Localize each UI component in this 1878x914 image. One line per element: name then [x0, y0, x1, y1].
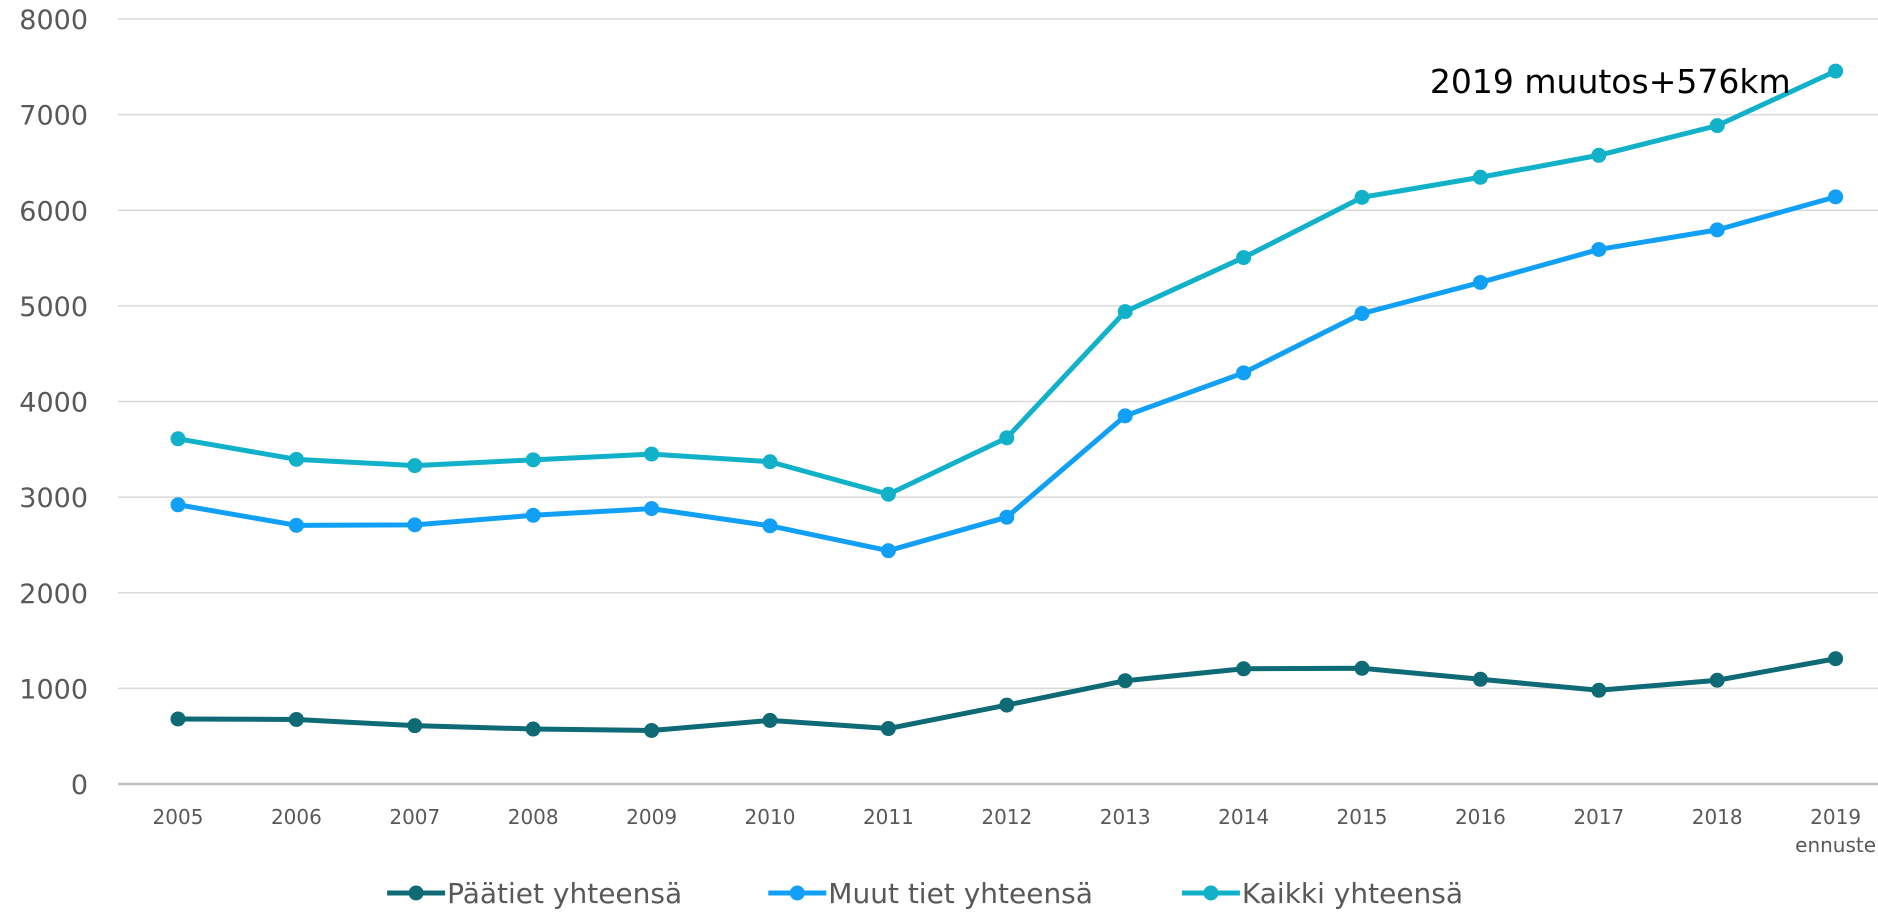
data-point	[288, 451, 304, 467]
x-tick-label: 2014	[1218, 805, 1269, 829]
data-point	[1236, 365, 1252, 381]
data-point	[762, 454, 778, 470]
data-point	[1591, 147, 1607, 163]
data-point	[644, 501, 660, 517]
y-tick-label: 3000	[19, 483, 88, 514]
annotation-label: 2019 muutos+576km	[1430, 62, 1791, 101]
y-tick-label: 1000	[19, 674, 88, 705]
annotation-layer: 2019 muutos+576km	[1430, 62, 1791, 101]
legend: Päätiet yhteensä Muut tiet yhteensä Kaikki…	[387, 877, 1463, 910]
legend-label: Kaikki yhteensä	[1242, 877, 1463, 910]
data-point	[525, 721, 541, 737]
data-point	[1117, 408, 1133, 424]
data-point	[1472, 169, 1488, 185]
x-tick-label: 2009	[626, 805, 677, 829]
y-tick-label: 5000	[19, 292, 88, 323]
legend-marker	[1203, 885, 1219, 901]
data-point	[1236, 661, 1252, 677]
data-point	[407, 517, 423, 533]
y-tick-label: 4000	[19, 388, 88, 419]
x-tick-label: 2011	[863, 805, 914, 829]
series-layer	[170, 63, 1844, 738]
legend-marker	[408, 885, 424, 901]
data-point	[407, 718, 423, 734]
y-tick-label: 7000	[19, 101, 88, 132]
data-point	[1117, 304, 1133, 320]
x-tick-label: 2005	[153, 805, 204, 829]
x-tick-label: 2016	[1455, 805, 1506, 829]
data-point	[999, 697, 1015, 713]
y-tick-label: 8000	[19, 5, 88, 36]
series-line	[175, 656, 1839, 733]
data-point	[288, 517, 304, 533]
data-point	[762, 712, 778, 728]
data-point	[1354, 660, 1370, 676]
data-point	[1591, 682, 1607, 698]
data-point	[880, 486, 896, 502]
x-tick-label: 2010	[745, 805, 796, 829]
data-point	[1236, 250, 1252, 266]
x-tick-label: 2007	[389, 805, 440, 829]
y-tick-label: 2000	[19, 579, 88, 610]
y-tick-label: 6000	[19, 196, 88, 227]
data-point	[1709, 672, 1725, 688]
data-point	[525, 507, 541, 523]
data-point	[644, 722, 660, 738]
data-point	[999, 509, 1015, 525]
series-2	[170, 189, 1844, 559]
x-tick-label: 2012	[981, 805, 1032, 829]
data-point	[1472, 274, 1488, 290]
data-point	[880, 721, 896, 737]
data-point	[1354, 306, 1370, 322]
legend-item: Kaikki yhteensä	[1181, 877, 1463, 910]
data-point	[1828, 651, 1844, 667]
x-tick-sublabel: ennuste	[1795, 833, 1876, 857]
data-point	[170, 431, 186, 447]
data-point	[1354, 189, 1370, 205]
series-3	[170, 63, 1844, 502]
data-point	[762, 518, 778, 534]
series-1	[170, 651, 1844, 738]
x-tick-label: 2006	[271, 805, 322, 829]
x-tick-label: 2008	[508, 805, 559, 829]
data-point	[1709, 118, 1725, 134]
data-point	[644, 446, 660, 462]
data-point	[1472, 671, 1488, 687]
data-point	[1709, 222, 1725, 238]
x-tick-label: 2013	[1100, 805, 1151, 829]
legend-item: Muut tiet yhteensä	[768, 877, 1093, 910]
data-point	[288, 711, 304, 727]
x-tick-label: 2017	[1573, 805, 1624, 829]
x-tick-label: 2019	[1810, 805, 1861, 829]
legend-marker	[789, 885, 805, 901]
y-tick-label: 0	[71, 770, 88, 801]
axis-layer: 0 1000 2000 3000 4000 5000 6000 7000 8000 2005 200…	[19, 5, 1878, 857]
data-point	[170, 711, 186, 727]
data-point	[1828, 189, 1844, 205]
legend-item: Päätiet yhteensä	[387, 877, 682, 910]
data-point	[407, 458, 423, 474]
data-point	[170, 497, 186, 513]
legend-label: Muut tiet yhteensä	[828, 877, 1093, 910]
x-tick-label: 2015	[1337, 805, 1388, 829]
data-point	[1117, 673, 1133, 689]
data-point	[1591, 241, 1607, 257]
data-point	[999, 430, 1015, 446]
data-point	[880, 543, 896, 559]
data-point	[1828, 63, 1844, 79]
x-tick-label: 2018	[1692, 805, 1743, 829]
grid-layer	[118, 18, 1878, 690]
data-point	[525, 452, 541, 468]
legend-label: Päätiet yhteensä	[447, 877, 682, 910]
